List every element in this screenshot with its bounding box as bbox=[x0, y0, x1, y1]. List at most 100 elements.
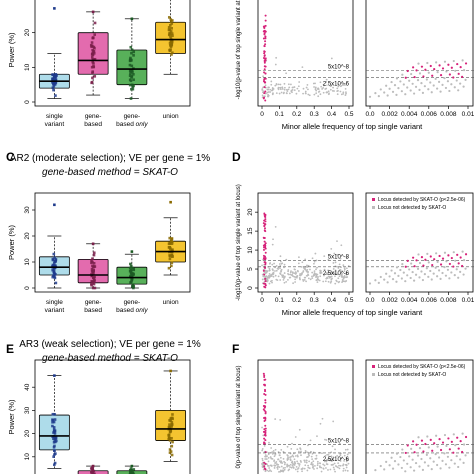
x-category-label: based bbox=[84, 121, 102, 128]
data-point bbox=[170, 26, 173, 30]
data-point bbox=[91, 71, 94, 75]
detected-point bbox=[263, 409, 266, 412]
zoom-point bbox=[435, 252, 438, 255]
scatter-point bbox=[329, 281, 332, 284]
scatter-point bbox=[268, 269, 271, 272]
box-single bbox=[38, 374, 70, 469]
data-point bbox=[130, 64, 134, 68]
data-point bbox=[92, 62, 95, 65]
scatter-point bbox=[261, 457, 264, 460]
data-point bbox=[92, 50, 95, 53]
zoom-point bbox=[423, 461, 426, 464]
zoom-point bbox=[391, 277, 395, 281]
y-tick-label: 0 bbox=[24, 100, 31, 104]
scatter-point bbox=[307, 88, 309, 91]
scatter-point bbox=[306, 264, 308, 267]
scatter-point bbox=[322, 467, 325, 470]
data-point bbox=[167, 425, 171, 429]
detected-point bbox=[264, 390, 267, 393]
scatter-point bbox=[264, 470, 267, 473]
zoom-point bbox=[457, 276, 460, 279]
scatter-point bbox=[344, 448, 347, 451]
detected-point bbox=[263, 240, 266, 243]
zoom-point bbox=[464, 435, 468, 439]
y-tick-label: 20 bbox=[24, 430, 31, 438]
data-point bbox=[54, 94, 57, 97]
x-tick-label: 0.4 bbox=[327, 111, 336, 118]
detected-point bbox=[263, 246, 266, 249]
detected-point bbox=[263, 405, 266, 408]
data-point bbox=[92, 276, 96, 279]
scatter-point bbox=[343, 267, 346, 270]
data-point bbox=[169, 23, 172, 27]
zoom-point bbox=[412, 440, 415, 443]
scatter-point bbox=[320, 85, 323, 88]
scatter-point bbox=[286, 454, 289, 457]
scatter-point bbox=[316, 464, 319, 467]
zoom-point bbox=[435, 434, 438, 437]
detected-point bbox=[263, 406, 266, 409]
scatter-point bbox=[323, 255, 326, 258]
scatter-point bbox=[332, 268, 335, 270]
scatter-point bbox=[277, 458, 280, 461]
scatter-point bbox=[342, 467, 345, 470]
scatter-point bbox=[339, 457, 342, 460]
scatter-point bbox=[329, 468, 332, 471]
zoom-point bbox=[410, 447, 413, 450]
data-point bbox=[129, 97, 133, 100]
data-point bbox=[170, 453, 174, 457]
data-point bbox=[168, 419, 171, 422]
scatter-point bbox=[263, 444, 266, 447]
data-point bbox=[52, 84, 56, 88]
zoom-point bbox=[427, 275, 430, 278]
scatter-point bbox=[268, 267, 271, 270]
scatter-point bbox=[272, 92, 274, 95]
zoom-point bbox=[418, 465, 421, 468]
scatter-point bbox=[288, 86, 291, 89]
scatter-point bbox=[335, 279, 338, 282]
scatter-point bbox=[334, 275, 336, 278]
box-gene bbox=[77, 464, 109, 474]
data-point bbox=[53, 256, 56, 259]
zoom-point bbox=[457, 465, 460, 469]
detected-point bbox=[264, 218, 267, 221]
panel-subtitle: gene-based method = SKAT-O bbox=[42, 167, 178, 178]
scatter-point bbox=[287, 88, 290, 91]
scatter-point bbox=[292, 455, 295, 458]
zoom-point bbox=[457, 72, 460, 75]
scatter-point bbox=[271, 279, 273, 282]
scatter-point bbox=[306, 469, 309, 472]
scatter-point bbox=[278, 466, 281, 469]
zoom-point bbox=[459, 82, 462, 85]
x-axis-title: Minor allele frequency of top single var… bbox=[282, 122, 423, 131]
zoom-point bbox=[431, 74, 434, 77]
y-tick-label: 5 bbox=[247, 267, 254, 271]
scatter-point bbox=[293, 464, 296, 466]
scatter-point bbox=[341, 279, 344, 281]
scatter-point bbox=[271, 243, 274, 246]
detected-point bbox=[264, 230, 267, 233]
zoom-point bbox=[453, 86, 456, 89]
zoom-frame bbox=[365, 0, 474, 107]
data-point bbox=[53, 83, 57, 86]
scatter-point bbox=[302, 270, 305, 273]
zoom-point bbox=[401, 448, 404, 451]
zoom-point bbox=[395, 280, 398, 283]
scatter-point bbox=[269, 456, 272, 458]
scatter-point bbox=[338, 263, 341, 266]
zoom-point bbox=[393, 272, 397, 275]
detected-point bbox=[264, 57, 267, 60]
threshold-label: 2.5x10^-6 bbox=[323, 82, 350, 88]
zoom-point bbox=[441, 83, 444, 86]
zoom-point bbox=[454, 69, 457, 72]
zoom-point bbox=[438, 64, 441, 67]
detected-point bbox=[264, 223, 267, 226]
detected-point bbox=[262, 222, 265, 225]
scatter-point bbox=[323, 268, 326, 271]
zoom-point bbox=[399, 80, 402, 83]
scatter-point bbox=[342, 92, 345, 95]
scatter-point bbox=[337, 85, 340, 88]
scatter-point bbox=[291, 86, 294, 89]
zoom-point bbox=[408, 268, 411, 271]
zoom-point bbox=[399, 455, 402, 459]
